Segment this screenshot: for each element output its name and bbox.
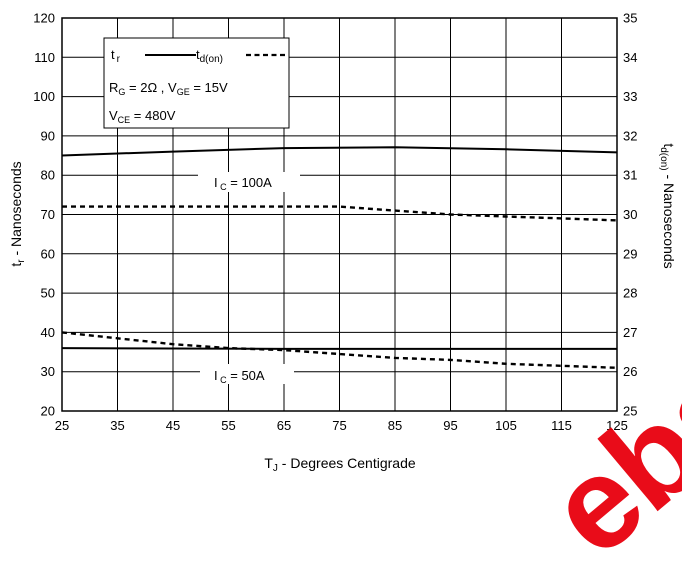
y-left-tick-label: 40: [41, 325, 55, 340]
x-tick-label: 25: [55, 418, 69, 433]
legend-box: [103, 37, 290, 129]
plot-frame: [61, 17, 618, 412]
x-tick-label: 125: [606, 418, 628, 433]
y-right-ticks: 25 26 27 28 29 30 31 32 33 34 35: [623, 11, 637, 419]
y-right-axis-title: td(on) - Nanoseconds: [658, 143, 677, 268]
y-right-tick-label: 29: [623, 246, 637, 261]
y-left-tick-label: 100: [33, 89, 55, 104]
y-left-tick-label: 60: [41, 246, 55, 261]
series-group: [61, 146, 618, 369]
x-tick-label: 45: [166, 418, 180, 433]
annotation-ic-100a: I C = 100A: [214, 175, 272, 192]
annotation-ic-50a: I C = 50A: [214, 368, 265, 385]
series-line-2: [62, 205, 618, 222]
y-right-tick-label: 34: [623, 50, 637, 65]
y-right-tick-label: 25: [623, 404, 637, 419]
y-right-tick-label: 26: [623, 364, 637, 379]
series-line-4: [61, 331, 618, 369]
y-right-tick-label: 30: [623, 207, 637, 222]
x-tick-label: 35: [110, 418, 124, 433]
y-left-tick-label: 90: [41, 128, 55, 143]
y-left-tick-label: 50: [41, 286, 55, 301]
y-right-tick-label: 28: [623, 286, 637, 301]
x-tick-label: 75: [332, 418, 346, 433]
annotation-100a-bg: [198, 172, 300, 192]
y-left-tick-label: 20: [41, 404, 55, 419]
y-left-tick-label: 80: [41, 168, 55, 183]
y-left-axis-title: tr - Nanoseconds: [8, 161, 27, 266]
x-tick-label: 105: [495, 418, 517, 433]
y-right-tick-label: 27: [623, 325, 637, 340]
x-tick-label: 85: [388, 418, 402, 433]
legend-cond-rg: RG = 2Ω , VGE = 15V: [109, 80, 228, 97]
y-left-tick-label: 30: [41, 364, 55, 379]
y-right-tick-label: 32: [623, 128, 637, 143]
series-line-3: [61, 347, 617, 350]
annotation-50a-bg: [200, 364, 294, 384]
y-left-tick-label: 70: [41, 207, 55, 222]
legend-cond-vce: VCE = 480V: [109, 108, 176, 125]
x-ticks: 25 35 45 55 65 75 85 95 105 115 125: [55, 418, 628, 433]
x-tick-label: 95: [443, 418, 457, 433]
y-left-tick-label: 120: [33, 11, 55, 26]
x-tick-label: 65: [277, 418, 291, 433]
x-axis-title: TJ - Degrees Centigrade: [264, 455, 416, 474]
chart: 25 35 45 55 65 75 85 95 105 115 125 20 30 40 50 60 70 80…: [8, 11, 677, 475]
legend-tdon-label: td(on): [196, 47, 223, 65]
x-tick-label: 115: [551, 418, 572, 433]
x-tick-label: 55: [221, 418, 235, 433]
y-left-ticks: 20 30 40 50 60 70 80 90 100 110 120: [33, 11, 55, 419]
y-left-tick-label: 110: [34, 50, 55, 65]
y-right-tick-label: 35: [623, 11, 637, 26]
series-line-1: [61, 146, 618, 157]
y-right-tick-label: 31: [623, 168, 637, 183]
y-right-tick-label: 33: [623, 89, 637, 104]
